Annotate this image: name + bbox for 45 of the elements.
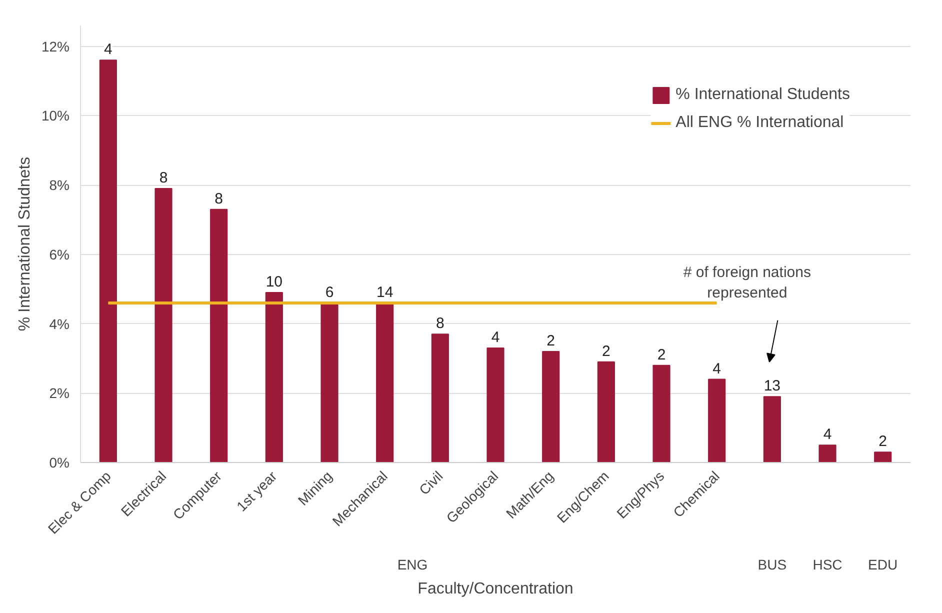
y-axis-title: % International Studnets (16, 156, 34, 332)
y-tick-label: 6% (49, 246, 70, 262)
bar (154, 188, 172, 462)
annotation: 4 (104, 41, 112, 58)
y-tick-label: 10% (41, 108, 70, 124)
y-tick-label: 2% (49, 385, 70, 402)
y-tick-label: 0% (49, 454, 70, 470)
bar (818, 444, 836, 462)
annotation: # of foreign nations represented (683, 264, 811, 302)
bar (708, 378, 726, 462)
annotation: 13 (764, 378, 781, 395)
bar (99, 60, 117, 462)
annotation: 4 (823, 426, 832, 444)
x-axis-title: Faculty/Concentration (418, 580, 574, 598)
annotation: 2 (546, 332, 556, 350)
annotation: 10 (266, 274, 283, 291)
y-tick-label: 4% (49, 316, 70, 332)
bar (874, 452, 892, 462)
annotation: 2 (878, 433, 888, 450)
annotation: 4 (491, 329, 500, 346)
y-tick-label: 8% (49, 177, 70, 194)
annotation: 8 (436, 315, 444, 332)
x-tick-label: Civil (416, 468, 446, 498)
annotation: 2 (602, 342, 610, 360)
annotation: 4 (712, 360, 722, 378)
annotation: 8 (159, 170, 168, 187)
bar (265, 292, 283, 462)
annotation: 14 (376, 284, 394, 301)
text: HSC (812, 556, 842, 572)
bar (542, 351, 560, 462)
legend-label: All ENG % International (676, 114, 844, 132)
bar (210, 208, 228, 462)
annotation: 6 (325, 284, 334, 301)
bar (652, 364, 670, 462)
annotation: 2 (657, 346, 666, 364)
bar (486, 348, 504, 462)
bar (431, 334, 449, 462)
annotation: 8 (214, 190, 224, 208)
legend-label: % International Students (676, 86, 850, 104)
text: EDU (868, 556, 898, 572)
y-tick-label: 12% (41, 38, 70, 54)
text: BUS (758, 556, 787, 572)
bar (597, 361, 615, 462)
text: ENG (397, 556, 428, 572)
bar (763, 396, 781, 462)
